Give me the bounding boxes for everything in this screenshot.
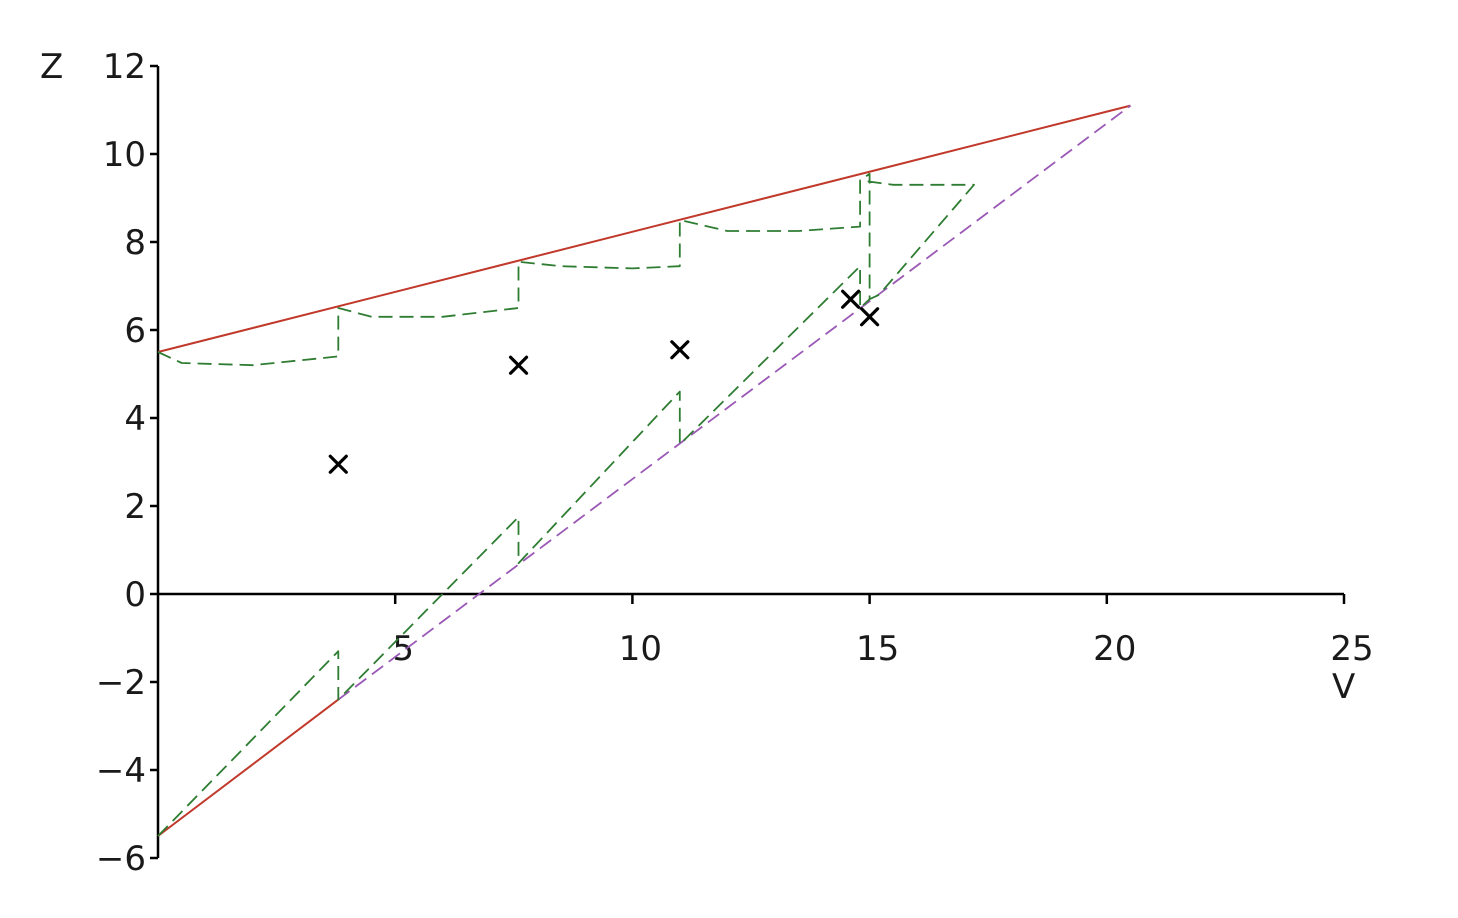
- y-tick-label: −4: [96, 751, 146, 791]
- dashed-line: [337, 104, 1132, 701]
- x-tick-label: 20: [1093, 629, 1136, 669]
- y-tick-label: 4: [124, 399, 146, 439]
- y-tick-label: 12: [103, 47, 146, 87]
- y-tick-label: 2: [124, 487, 146, 527]
- dashed-line: [157, 265, 871, 837]
- y-tick-label: −2: [96, 663, 146, 703]
- x-ticks: 5 10 15 20 25: [392, 594, 1374, 669]
- x-marker: [508, 355, 529, 375]
- solid-line: [157, 104, 1131, 353]
- x-axis-label: V: [1332, 667, 1355, 707]
- y-tick-label: 10: [103, 135, 146, 175]
- y-axis-label: Z: [40, 47, 63, 87]
- y-ticks: 12 10 8 6 4 2 0 −2 −4 −6: [96, 47, 158, 879]
- y-tick-label: 0: [124, 575, 146, 615]
- solid-line: [157, 698, 339, 837]
- x-tick-label: 15: [856, 629, 899, 669]
- dashed-line: [157, 172, 975, 367]
- x-tick-label: 10: [619, 629, 662, 669]
- x-marker: [328, 454, 348, 474]
- y-tick-label: 8: [124, 223, 146, 263]
- y-tick-label: 6: [124, 311, 146, 351]
- y-tick-label: −6: [96, 839, 146, 879]
- x-marker: [859, 307, 880, 327]
- x-marker: [670, 340, 690, 360]
- x-tick-label: 5: [392, 629, 414, 669]
- x-marker: [841, 289, 861, 309]
- x-tick-label: 25: [1330, 629, 1373, 669]
- axes: [156, 66, 1344, 858]
- plot-area: [157, 104, 1132, 837]
